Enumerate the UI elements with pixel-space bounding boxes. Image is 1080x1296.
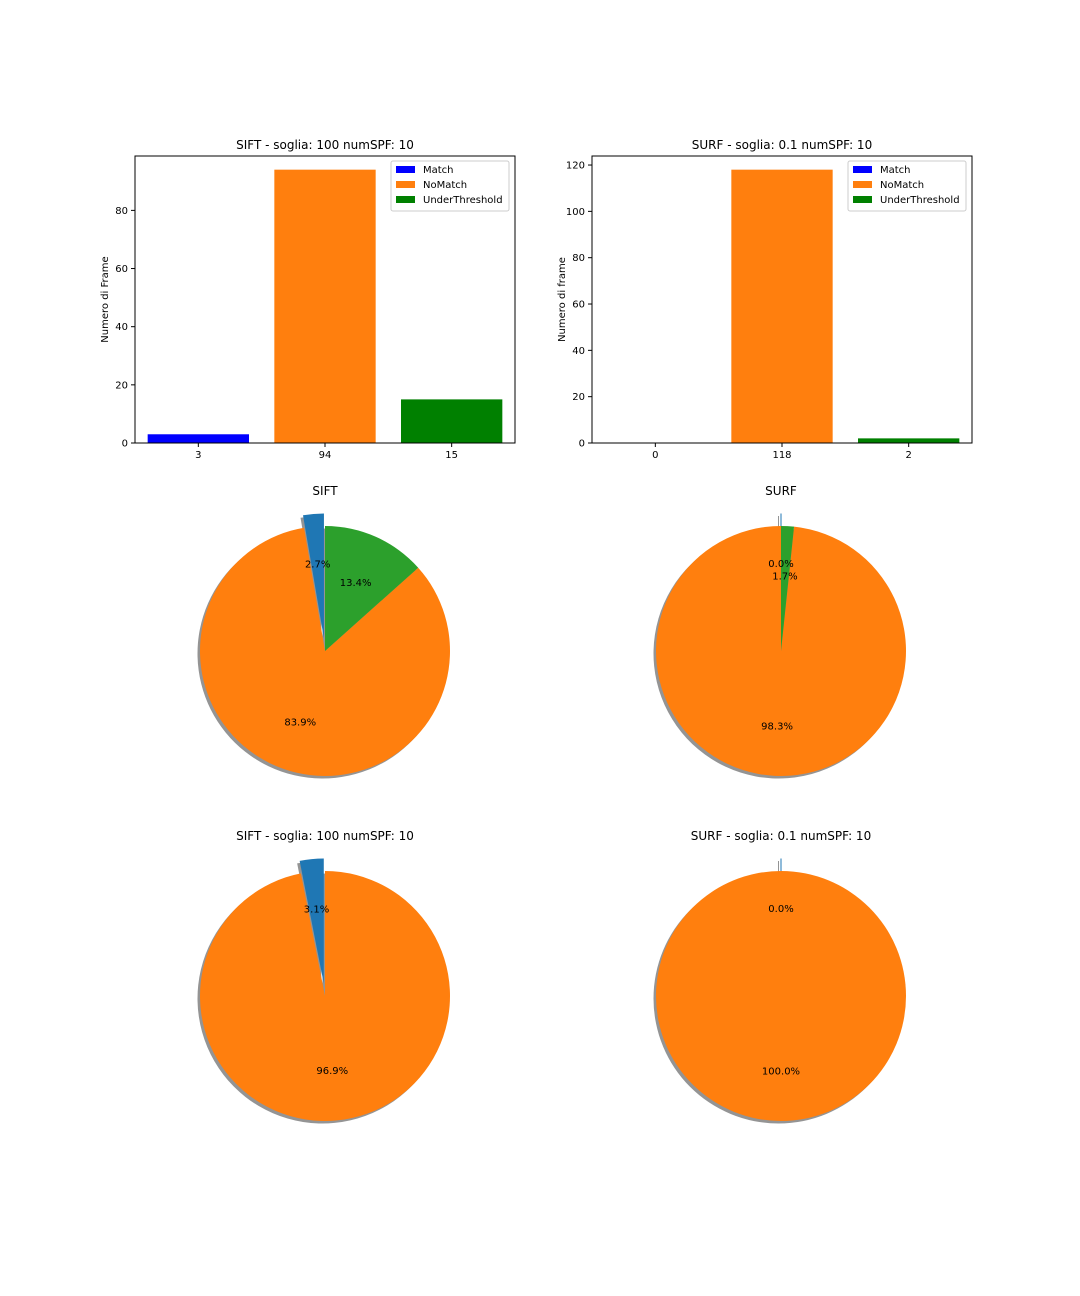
pie-percent-label: 3.1% — [304, 904, 329, 915]
legend-swatch — [853, 196, 872, 203]
bar-chart-1: SIFT - soglia: 100 numSPF: 10 3 94 15 0 20 40 6… — [100, 138, 516, 461]
bar-nomatch — [274, 169, 376, 443]
pie-wedge — [656, 871, 906, 1121]
chart-title: SIFT - soglia: 100 numSPF: 10 — [236, 829, 414, 843]
legend: Match NoMatch UnderThreshold — [390, 160, 510, 212]
legend-label: Match — [880, 165, 911, 176]
pie-wedge — [656, 526, 907, 777]
plot-frame — [134, 155, 516, 444]
pie-chart-1: SIFT 2.7% 83.9% 13.4% — [197, 484, 451, 779]
y-tick-label: 40 — [572, 346, 585, 357]
y-tick-label: 60 — [572, 300, 585, 311]
y-tick-label: 80 — [115, 206, 128, 217]
pie-percent-label: 98.3% — [761, 721, 793, 732]
y-tick-label: 40 — [115, 322, 128, 333]
legend-swatch — [853, 181, 872, 188]
y-axis-label: Numero di frame — [557, 257, 568, 342]
chart-title: SURF - soglia: 0.1 numSPF: 10 — [692, 138, 872, 152]
chart-title: SURF — [765, 484, 797, 498]
x-tick-label: 3 — [195, 450, 201, 461]
pie-chart-4: SURF - soglia: 0.1 numSPF: 10 0.0% 100.0% — [653, 829, 906, 1124]
chart-title: SURF - soglia: 0.1 numSPF: 10 — [691, 829, 871, 843]
pie-chart-2: SURF 0.0% 98.3% 1.7% — [653, 484, 907, 779]
y-tick-label: 0 — [122, 439, 128, 450]
charts-container: SIFT - soglia: 100 numSPF: 103 94 15020406… — [100, 138, 973, 1124]
y-tick-label: 20 — [115, 380, 128, 391]
y-tick-label: 80 — [572, 253, 585, 264]
x-tick-label: 0 — [652, 450, 658, 461]
legend-swatch — [396, 181, 415, 188]
pie-percent-label: 2.7% — [305, 559, 330, 570]
legend-label: UnderThreshold — [423, 195, 503, 206]
legend-swatch — [396, 166, 415, 173]
y-tick-label: 20 — [572, 392, 585, 403]
legend-label: Match — [423, 165, 454, 176]
pie-wedge — [200, 527, 451, 777]
pie-wedge — [781, 526, 795, 651]
pie-wedge — [303, 513, 324, 639]
pie-percent-label: 100.0% — [762, 1067, 800, 1078]
pie-percent-label: 0.0% — [768, 904, 793, 915]
x-tick-label: 15 — [445, 450, 458, 461]
x-tick-label: 94 — [319, 450, 332, 461]
bar-nomatch — [731, 169, 833, 443]
bar-underthreshold — [401, 399, 503, 443]
legend: Match NoMatch UnderThreshold — [847, 160, 967, 212]
bar-chart-2: SURF - soglia: 0.1 numSPF: 100 118 2020406… — [557, 138, 973, 461]
bar-underthreshold — [858, 438, 960, 443]
pie-percent-label: 83.9% — [284, 717, 316, 728]
y-tick-label: 0 — [579, 439, 585, 450]
legend-frame — [847, 160, 967, 212]
legend-label: UnderThreshold — [880, 195, 960, 206]
legend-swatch — [396, 196, 415, 203]
pie-wedge — [299, 858, 324, 984]
x-tick-label: 2 — [905, 450, 911, 461]
x-tick-label: 118 — [772, 450, 791, 461]
pie-wedge — [199, 871, 450, 1121]
pie-percent-label: 96.9% — [316, 1066, 348, 1077]
pie-percent-label: 1.7% — [772, 572, 797, 583]
chart-title: SIFT - soglia: 100 numSPF: 10 — [236, 138, 414, 152]
pie-chart-3: SIFT - soglia: 100 numSPF: 10 3.1% 96.9% — [197, 829, 450, 1124]
legend-label: NoMatch — [423, 180, 467, 191]
pie-wedge — [325, 526, 419, 651]
bar-match — [147, 434, 249, 443]
legend-frame — [390, 160, 510, 212]
legend-swatch — [853, 166, 872, 173]
y-axis-label: Numero di Frame — [100, 256, 111, 342]
y-tick-label: 100 — [566, 207, 585, 218]
y-tick-label: 60 — [115, 264, 128, 275]
chart-title: SIFT — [312, 484, 338, 498]
pie-percent-label: 0.0% — [768, 559, 793, 570]
legend-label: NoMatch — [880, 180, 924, 191]
pie-percent-label: 13.4% — [340, 578, 372, 589]
y-tick-label: 120 — [566, 161, 585, 172]
plot-frame — [591, 155, 973, 444]
